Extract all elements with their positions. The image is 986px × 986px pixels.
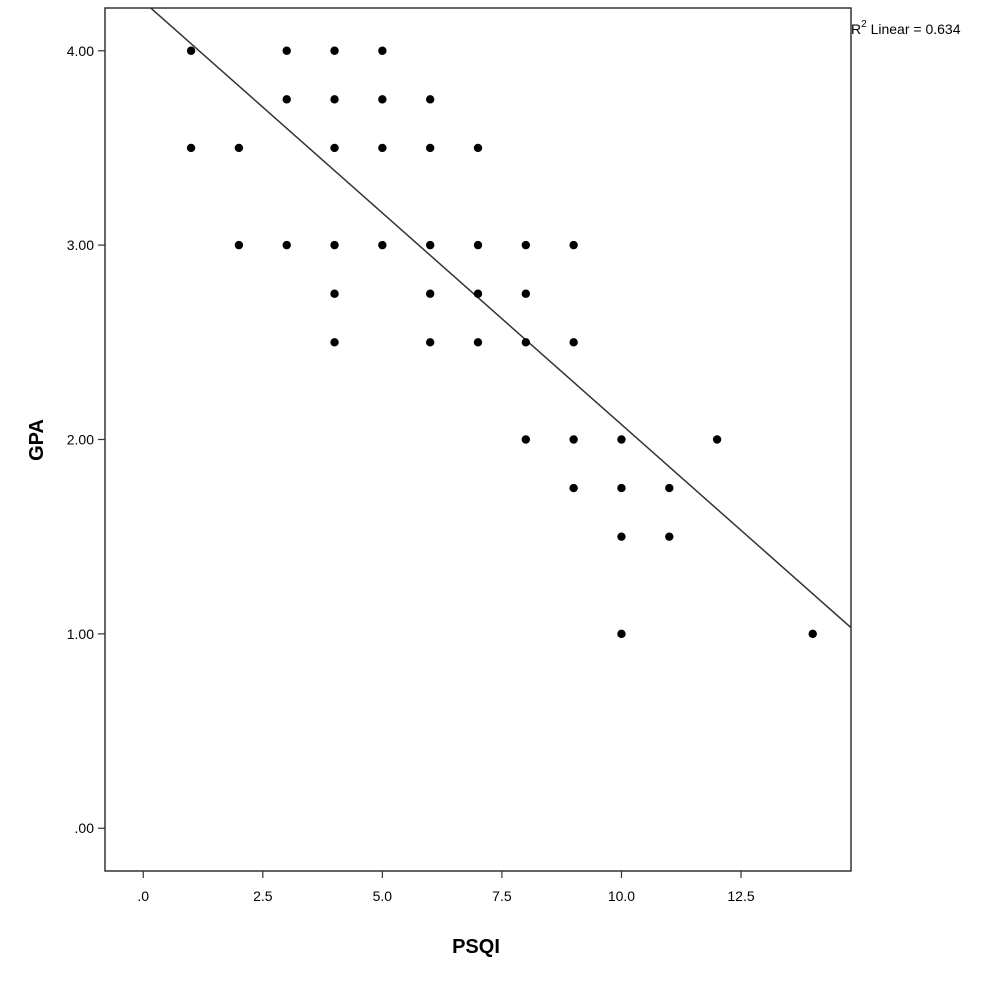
- x-tick-label: 7.5: [492, 888, 512, 904]
- data-point: [665, 532, 674, 541]
- data-point: [569, 240, 578, 250]
- data-point: [378, 95, 387, 104]
- data-point: [521, 289, 531, 298]
- data-point: [330, 289, 339, 298]
- data-point: [425, 95, 435, 104]
- y-tick-label: 3.00: [67, 237, 94, 253]
- data-point: [569, 435, 578, 444]
- data-point: [282, 95, 291, 104]
- x-tick-label: 10.0: [608, 888, 635, 904]
- x-axis: .0 2.5 5.0 7.5 10.0 12.5: [137, 871, 755, 904]
- r2-annotation-text: Linear = 0.634: [867, 21, 961, 37]
- data-point: [473, 143, 483, 153]
- x-tick-label: 2.5: [253, 888, 273, 904]
- data-point: [425, 240, 435, 250]
- x-tick-label: 12.5: [727, 888, 754, 904]
- y-axis: .00 1.00 2.00 3.00 4.00: [67, 43, 105, 836]
- y-tick-label: 1.00: [67, 626, 94, 642]
- data-point: [330, 338, 339, 347]
- data-point: [808, 629, 817, 639]
- data-point: [521, 435, 531, 444]
- data-point: [617, 629, 626, 639]
- data-point: [617, 435, 626, 444]
- x-tick-label: .0: [137, 888, 149, 904]
- data-point: [617, 483, 626, 493]
- data-point: [234, 143, 244, 153]
- data-point: [330, 143, 339, 153]
- data-point: [473, 240, 483, 250]
- data-point: [186, 46, 196, 55]
- data-point: [569, 338, 578, 347]
- y-tick-label: 2.00: [67, 432, 94, 448]
- r2-annotation: R2 Linear = 0.634: [851, 19, 961, 37]
- data-point: [521, 240, 531, 250]
- data-point: [378, 46, 387, 55]
- data-point: [617, 532, 626, 541]
- data-point: [712, 435, 722, 444]
- data-point: [378, 240, 387, 250]
- x-tick-label: 5.0: [373, 888, 393, 904]
- y-tick-label: .00: [75, 820, 95, 836]
- y-axis-title: GPA: [26, 419, 48, 461]
- data-point: [425, 289, 435, 298]
- r2-annotation-r: R: [851, 21, 861, 37]
- data-point: [330, 46, 339, 55]
- data-point: [186, 143, 196, 153]
- data-point: [378, 143, 387, 153]
- data-point: [330, 95, 339, 104]
- data-point: [521, 338, 531, 347]
- x-axis-title: PSQI: [452, 936, 500, 958]
- data-point: [425, 143, 435, 153]
- data-point: [282, 240, 291, 250]
- y-tick-label: 4.00: [67, 43, 94, 59]
- data-point: [569, 483, 578, 493]
- plot-area: [149, 8, 851, 639]
- data-point: [234, 240, 244, 250]
- data-point: [473, 338, 483, 347]
- data-point: [330, 240, 339, 250]
- data-point: [473, 289, 483, 298]
- data-point: [282, 46, 291, 55]
- r2-annotation-superscript: 2: [861, 19, 867, 30]
- data-point: [425, 338, 435, 347]
- data-point: [665, 483, 674, 493]
